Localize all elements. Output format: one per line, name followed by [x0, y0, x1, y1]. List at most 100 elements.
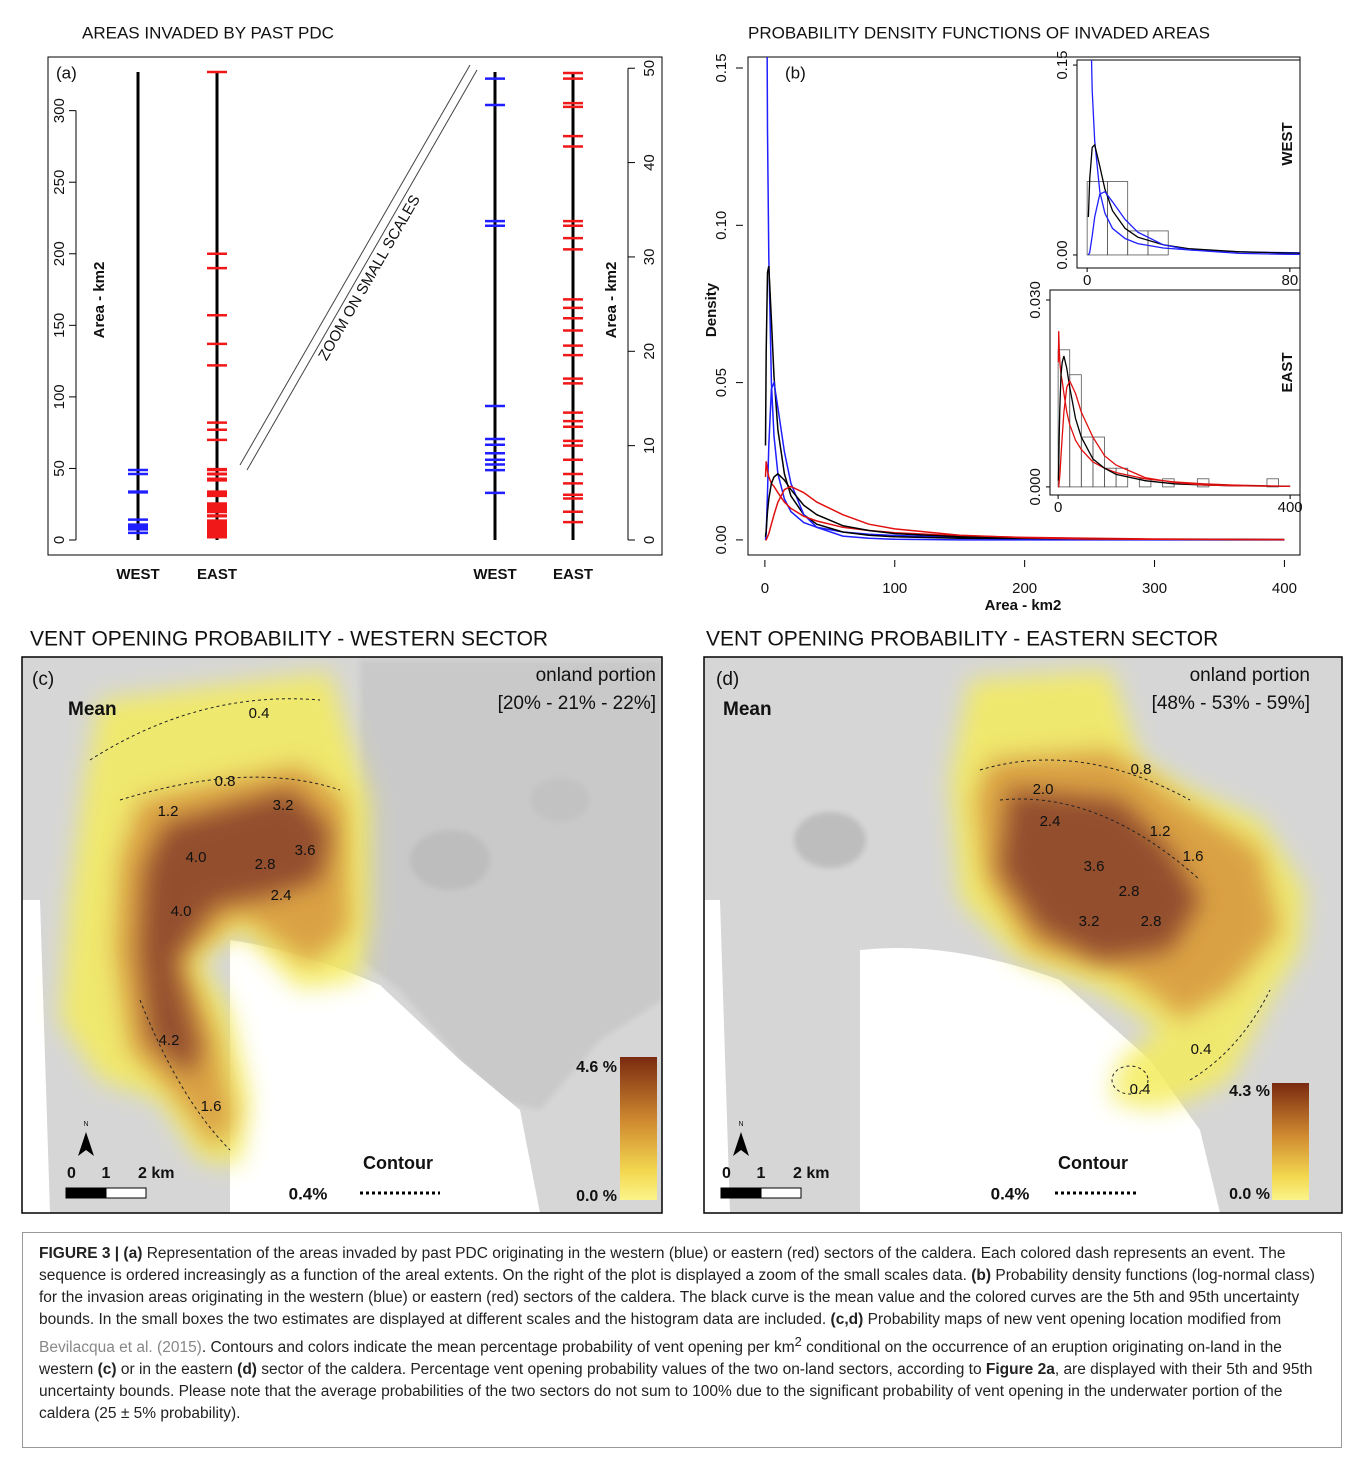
y-tick-label: 0.15 [713, 53, 730, 82]
y-tick-label: 0 [641, 536, 658, 544]
y-tick-label: 10 [641, 437, 658, 454]
contour-label: 0.4 [1130, 1081, 1151, 1098]
figure: AREAS INVADED BY PAST PDC(a)050100150200… [21, 23, 1343, 1214]
panel-label: (d) [716, 669, 739, 690]
y-tick-label: 0.15 [1054, 50, 1071, 79]
contour-label: 0.4 [1191, 1041, 1212, 1058]
contour-label: 0.8 [1131, 761, 1152, 778]
panel-title: AREAS INVADED BY PAST PDC [82, 23, 334, 42]
histogram-bar [1147, 230, 1169, 256]
contour-label: 2.0 [1033, 781, 1054, 798]
caption-text: . Contours and colors indicate the mean … [201, 1339, 795, 1357]
zoom-line [239, 64, 471, 466]
contour-legend-title: Contour [363, 1153, 433, 1173]
x-tick-label: 400 [1278, 499, 1303, 516]
y-tick-label: 40 [641, 154, 658, 171]
caption-text: conditional on the occurrence of an erup… [39, 1339, 1282, 1379]
x-tick-label: 100 [882, 580, 907, 597]
density-curve [1090, 60, 1300, 254]
map-c [22, 657, 662, 1213]
portion-range: [48% - 53% - 59%] [1152, 693, 1310, 714]
panel-label: (c) [32, 669, 54, 690]
scale-label: 2 km [138, 1165, 174, 1182]
map-statistic: Mean [723, 699, 772, 720]
caption-text: (b) [971, 1267, 992, 1284]
category-label: WEST [473, 566, 516, 583]
caption-text: (d) [237, 1361, 257, 1379]
density-curve [1087, 190, 1300, 256]
map-d-frame [703, 656, 1343, 1214]
colorbar [1272, 1083, 1309, 1200]
caption-text: (c,d) [830, 1311, 864, 1328]
contour-label: 0.4 [249, 705, 270, 722]
inset-frame [1049, 289, 1301, 496]
colorbar-min: 0.0 % [576, 1188, 617, 1205]
y-tick-label: 20 [641, 343, 658, 360]
y-tick-label: 30 [641, 249, 658, 266]
scale-label: 1 [102, 1165, 111, 1182]
category-label: EAST [553, 566, 593, 583]
north-label: N [738, 1121, 743, 1128]
y-tick-label: 100 [51, 384, 68, 409]
y-axis-label: Area - km2 [603, 262, 620, 339]
contour-label: 4.0 [171, 903, 192, 920]
density-curve [765, 485, 1285, 541]
contour-label: 3.2 [273, 797, 294, 814]
figure-caption: FIGURE 3 | (a) Representation of the are… [22, 1232, 1342, 1448]
density-curve [1058, 379, 1291, 488]
x-tick-label: 400 [1272, 580, 1297, 597]
contour-label: 3.6 [295, 842, 316, 859]
x-tick-label: 300 [1142, 580, 1167, 597]
panel-a-frame [47, 56, 663, 556]
caption-text: sector of the caldera. Percentage vent o… [256, 1361, 986, 1379]
scale-bar [105, 1187, 147, 1199]
portion-label: onland portion [1190, 665, 1310, 686]
caption-text[interactable]: Bevilacqua et al. (2015) [39, 1339, 202, 1357]
contour-label: 2.4 [1040, 813, 1061, 830]
zoom-annotation: ZOOM ON SMALL SCALES [315, 192, 424, 363]
contour-legend-value: 0.4% [991, 1184, 1030, 1203]
contour-label: 4.0 [186, 849, 207, 866]
map-title: VENT OPENING PROBABILITY - EASTERN SECTO… [706, 628, 1218, 651]
x-axis-label: Area - km2 [985, 597, 1062, 614]
map-statistic: Mean [68, 699, 117, 720]
contour-label: 3.2 [1079, 913, 1100, 930]
x-tick-label: 0 [1054, 499, 1062, 516]
zoom-line [246, 69, 478, 471]
y-tick-label: 200 [51, 241, 68, 266]
x-tick-label: 0 [761, 580, 769, 597]
contour-label: 2.8 [255, 856, 276, 873]
category-label: EAST [197, 566, 237, 583]
caption-text: (c) [97, 1361, 117, 1379]
map-c-frame [21, 656, 663, 1214]
scale-label: 2 km [793, 1165, 829, 1182]
density-curve [764, 379, 1285, 541]
contour-label: 1.2 [1150, 823, 1171, 840]
north-label: N [83, 1121, 88, 1128]
x-tick-label: 80 [1282, 272, 1299, 289]
density-curve [1057, 355, 1291, 487]
y-tick-label: 0.10 [713, 211, 730, 240]
y-axis-label: Density [703, 282, 720, 337]
y-tick-label: 0.030 [1027, 281, 1044, 319]
contour-label: 1.6 [201, 1098, 222, 1115]
category-label: WEST [116, 566, 159, 583]
contour-legend-value: 0.4% [289, 1184, 328, 1203]
portion-range: [20% - 21% - 22%] [498, 693, 656, 714]
y-tick-label: 0.00 [713, 525, 730, 554]
contour-label: 1.6 [1183, 848, 1204, 865]
y-tick-label: 50 [51, 460, 68, 477]
caption-text: or in the eastern [116, 1361, 238, 1379]
north-arrow [733, 1132, 749, 1156]
histogram-bar [1069, 374, 1082, 488]
y-tick-label: 150 [51, 313, 68, 338]
contour-label: 4.2 [159, 1032, 180, 1049]
contour-label: 1.2 [158, 803, 179, 820]
caption-text: 2 [794, 1334, 802, 1349]
y-axis-label: Area - km2 [91, 262, 108, 339]
x-tick-label: 200 [1012, 580, 1037, 597]
contour-label: 2.8 [1119, 883, 1140, 900]
panel-label: (b) [785, 63, 806, 82]
contour-label: 2.8 [1141, 913, 1162, 930]
